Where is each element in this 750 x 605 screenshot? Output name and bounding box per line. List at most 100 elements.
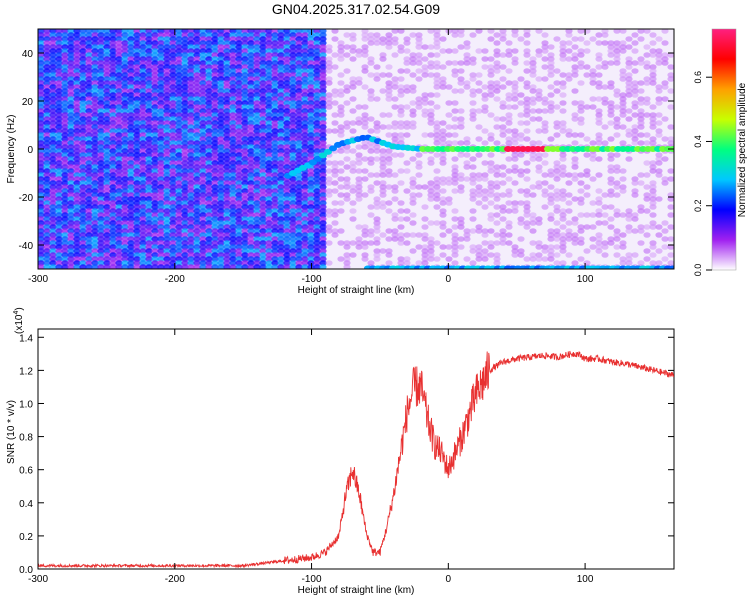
spectrogram-cell xyxy=(175,192,183,198)
spectrogram-cell xyxy=(169,76,177,82)
spectrogram-cell xyxy=(559,92,567,98)
spectrogram-cell xyxy=(199,88,207,94)
spectrogram-cell xyxy=(199,52,207,58)
spectrogram-cell xyxy=(109,52,117,58)
spectrogram-cell xyxy=(181,88,189,94)
spectrogram-cell xyxy=(38,144,45,150)
spectrogram-cell xyxy=(601,244,609,250)
spectrogram-cell xyxy=(457,188,465,194)
spectrogram-cell xyxy=(67,156,75,162)
spectrogram-cell xyxy=(217,76,225,82)
spectrogram-cell xyxy=(61,44,69,50)
spectrogram-cell xyxy=(79,56,87,62)
spectrogram-cell xyxy=(493,96,501,102)
spectrogram-cell xyxy=(223,76,231,82)
spectrogram-cell xyxy=(619,188,627,194)
spectrogram-cell xyxy=(595,248,603,254)
spectrogram-cell xyxy=(139,96,147,102)
spectrogram-cell xyxy=(571,72,579,78)
spectrogram-cell xyxy=(661,180,669,186)
spectrogram-cell xyxy=(169,228,177,234)
spectrogram-cell xyxy=(85,200,93,206)
spectrogram-cell xyxy=(67,184,75,190)
spectrogram-cell xyxy=(193,216,201,222)
spectrogram-cell xyxy=(139,116,147,122)
spectrogram-cell xyxy=(49,116,57,122)
spectrogram-cell xyxy=(157,216,165,222)
spectrogram-cell xyxy=(73,36,81,42)
spectrogram-cell xyxy=(493,40,501,46)
spectrogram-cell xyxy=(439,212,447,218)
spectrogram-cell xyxy=(655,112,663,118)
spectrogram-cell xyxy=(163,224,171,230)
spectrogram-cell xyxy=(169,156,177,162)
spectrogram-cell xyxy=(79,92,87,98)
spectrogram-cell xyxy=(397,152,405,158)
spectrogram-cell xyxy=(55,232,63,238)
spectrogram-cell xyxy=(139,264,147,269)
spectrogram-cell xyxy=(121,228,129,234)
spectrogram-cell xyxy=(38,180,45,186)
spectrogram-cell xyxy=(151,52,159,58)
spectrogram-cell xyxy=(91,156,99,162)
spectrogram-cell xyxy=(139,168,147,174)
spectrogram-cell xyxy=(409,220,417,226)
spectrogram-cell xyxy=(38,72,45,78)
spectrogram-cell xyxy=(43,52,51,58)
spectrogram-cell xyxy=(145,176,153,182)
spectrogram-cell xyxy=(205,260,213,266)
spectrogram-cell xyxy=(127,256,135,262)
spectrogram-cell xyxy=(127,96,135,102)
spectrogram-cell xyxy=(187,212,195,218)
spectrogram-cell xyxy=(61,80,69,86)
spectrogram-cell xyxy=(103,80,111,86)
spectrogram-cell xyxy=(223,48,231,54)
spectrogram-cell xyxy=(439,252,447,258)
spectrogram-cell xyxy=(577,180,585,186)
spectrogram-cell xyxy=(115,92,123,98)
snr-y-label: SNR (10 * v/v) xyxy=(6,400,17,464)
spectrogram-cell xyxy=(643,208,651,214)
spectrogram-cell xyxy=(127,244,135,250)
spectrogram-cell xyxy=(85,92,93,98)
spectrogram-cell xyxy=(199,200,207,206)
spectrogram-cell xyxy=(175,100,183,106)
spectrogram-cell xyxy=(151,64,159,70)
spectrogram-cell xyxy=(85,212,93,218)
spectrogram-cell xyxy=(103,44,111,50)
spectrogram-cell xyxy=(157,116,165,122)
spectrogram-cell xyxy=(43,216,51,222)
spectrogram-cell xyxy=(49,96,57,102)
spectrogram-cell xyxy=(169,244,177,250)
spectrogram-cell xyxy=(121,260,129,266)
spectrogram-cell xyxy=(61,244,69,250)
spectrogram-cell xyxy=(565,32,573,38)
spectrogram-cell xyxy=(217,212,225,218)
spectrogram-cell xyxy=(121,176,129,182)
spectrogram-cell xyxy=(115,140,123,146)
spectrogram-cell xyxy=(49,204,57,210)
spectrogram-cell xyxy=(577,188,585,194)
spectrogram-cell xyxy=(535,184,543,190)
spectrogram-cell xyxy=(79,176,87,182)
spectrogram-cell xyxy=(61,64,69,70)
spectrogram-cell xyxy=(91,260,99,266)
spectrogram-cell xyxy=(577,52,585,58)
spectrogram-cell xyxy=(133,232,141,238)
spectrogram-cell xyxy=(97,128,105,134)
spectrogram-cell xyxy=(151,252,159,258)
spectrogram-cell xyxy=(223,104,231,110)
spectrogram-cell xyxy=(211,196,219,202)
spectrogram-cell xyxy=(415,172,423,178)
spectrogram-cell xyxy=(67,48,75,54)
spectrogram-cell xyxy=(139,236,147,242)
spectrogram-cell xyxy=(175,140,183,146)
spectrogram-cell xyxy=(55,60,63,66)
spectrogram-cell xyxy=(193,120,201,126)
spectrogram-cell xyxy=(133,84,141,90)
spectrogram-cell xyxy=(133,248,141,254)
spectrogram-cell xyxy=(505,192,513,198)
spectrogram-cell xyxy=(91,188,99,194)
spectrogram-cell xyxy=(187,160,195,166)
spectrogram-cell xyxy=(217,208,225,214)
